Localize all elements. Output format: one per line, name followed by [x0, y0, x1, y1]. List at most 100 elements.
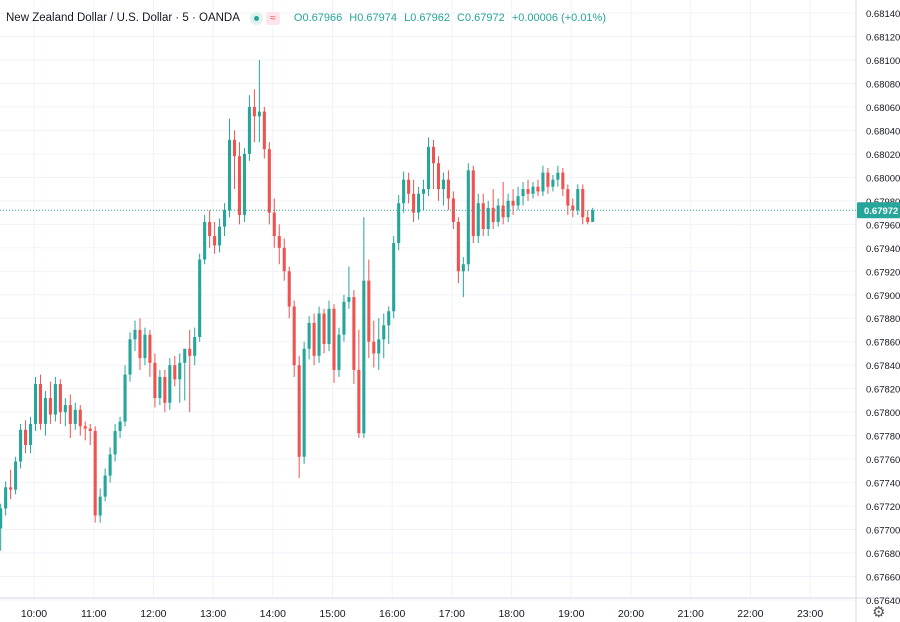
price-tick-label: 0.67780 — [866, 432, 900, 443]
candle-body — [48, 398, 52, 415]
candle-body — [352, 297, 356, 370]
candle-body — [417, 193, 421, 213]
candle-body — [28, 423, 33, 446]
candle-body — [407, 179, 411, 194]
candle-body — [297, 365, 301, 457]
candle-body — [307, 322, 311, 349]
candle-body — [118, 421, 122, 431]
candle-body — [402, 179, 406, 204]
price-tick-label: 0.67700 — [866, 526, 900, 537]
candle-body — [372, 341, 376, 354]
candle-body — [133, 329, 137, 340]
ohlc-values: O0.67966 H0.67974 L0.67962 C0.67972 +0.0… — [294, 12, 610, 24]
time-tick-label: 16:00 — [379, 608, 405, 620]
candle-body — [277, 236, 281, 248]
candle-body — [0, 508, 3, 529]
candle-body — [446, 179, 450, 199]
candle-body — [367, 280, 371, 342]
candle-body — [526, 189, 530, 194]
candle-body — [342, 301, 346, 335]
candle-body — [252, 106, 256, 117]
price-tick-label: 0.68060 — [866, 103, 900, 114]
candle-body — [123, 374, 127, 422]
candle-body — [143, 334, 147, 359]
price-tick-label: 0.67940 — [866, 244, 900, 255]
candle-body — [571, 205, 575, 211]
candle-body — [436, 163, 441, 190]
price-tick-label: 0.67820 — [866, 385, 900, 396]
high-value: H0.67974 — [349, 12, 398, 24]
chart-legend: New Zealand Dollar / U.S. Dollar · 5 · O… — [6, 9, 610, 27]
candle-body — [153, 362, 157, 399]
price-tick-label: 0.68020 — [866, 150, 900, 161]
price-tick-label: 0.68120 — [866, 32, 900, 43]
candle-body — [576, 189, 580, 211]
candle-body — [506, 200, 510, 218]
price-tick-label: 0.67880 — [866, 314, 900, 325]
wave-icon[interactable]: ≈ — [265, 11, 280, 25]
candle-body — [242, 153, 246, 215]
candle-body — [441, 179, 445, 190]
price-tick-label: 0.67900 — [866, 291, 900, 302]
candle-body — [128, 339, 132, 375]
candle-body — [412, 193, 416, 213]
candle-body — [347, 297, 351, 302]
gear-icon[interactable]: ⚙ — [872, 604, 886, 621]
candle-body — [14, 461, 18, 490]
candle-body — [38, 383, 43, 424]
price-tick-label: 0.67760 — [866, 455, 900, 466]
symbol-title: New Zealand Dollar / U.S. Dollar · 5 · O… — [6, 12, 240, 24]
candle-body — [223, 210, 227, 227]
candle-body — [292, 306, 296, 366]
candle-body — [203, 221, 207, 260]
candle-body — [312, 322, 316, 356]
candle-body — [302, 348, 306, 457]
time-tick-label: 15:00 — [319, 608, 345, 620]
candle-body — [68, 405, 72, 424]
candle-body — [43, 398, 47, 424]
price-tick-label: 0.67960 — [866, 220, 900, 231]
price-tick-label: 0.67680 — [866, 549, 900, 560]
price-tick-label: 0.67860 — [866, 338, 900, 349]
candle-body — [392, 243, 396, 312]
candle-body — [113, 430, 117, 455]
candle-body — [247, 106, 251, 154]
candle-body — [138, 329, 142, 359]
price-tick-label: 0.68100 — [866, 56, 900, 67]
candle-body — [531, 186, 535, 194]
candle-body — [481, 203, 485, 230]
candle-body — [461, 264, 465, 272]
candle-body — [476, 203, 480, 237]
low-value: L0.67962 — [404, 12, 450, 24]
price-tick-label: 0.68040 — [866, 126, 900, 137]
candle-body — [9, 487, 13, 490]
candle-body — [272, 212, 276, 237]
candle-body — [387, 311, 391, 326]
candle-body — [148, 334, 152, 363]
candle-body — [561, 172, 565, 190]
candle-body — [536, 186, 540, 192]
price-tick-label: 0.67800 — [866, 408, 900, 419]
price-tick-label: 0.67840 — [866, 361, 900, 372]
market-status-dot-icon[interactable] — [249, 11, 263, 25]
candle-body — [586, 217, 590, 222]
price-tick-label: 0.67660 — [866, 573, 900, 584]
time-tick-label: 19:00 — [558, 608, 584, 620]
candle-body — [232, 139, 237, 157]
time-tick-label: 23:00 — [797, 608, 823, 620]
candle-body — [158, 376, 162, 399]
current-price-label: 0.67972 — [864, 206, 898, 217]
candle-body — [108, 454, 112, 476]
candle-body — [93, 430, 97, 516]
candle-body — [581, 189, 585, 218]
candle-body — [337, 334, 341, 370]
candle-body — [173, 365, 177, 380]
candle-body — [456, 221, 460, 272]
time-tick-label: 22:00 — [737, 608, 763, 620]
candle-body — [287, 271, 291, 307]
candle-body — [357, 369, 361, 434]
candle-body — [397, 203, 401, 244]
candle-body — [362, 280, 366, 434]
candle-body — [78, 409, 82, 427]
